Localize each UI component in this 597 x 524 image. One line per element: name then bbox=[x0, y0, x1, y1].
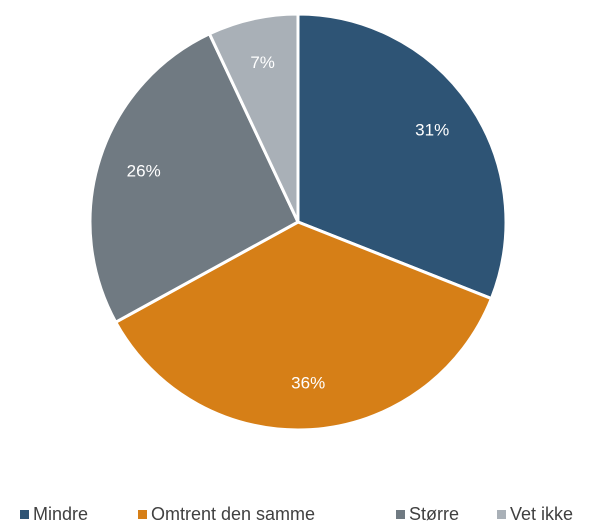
legend-label: Mindre bbox=[33, 504, 88, 524]
legend-swatch bbox=[396, 510, 405, 519]
pie-slice bbox=[113, 220, 494, 432]
pie-slice bbox=[296, 12, 508, 301]
legend-swatch bbox=[138, 510, 147, 519]
legend-label: Vet ikke bbox=[510, 504, 573, 524]
pie-slice bbox=[88, 31, 300, 325]
value-label: 26% bbox=[127, 161, 161, 180]
value-label: 36% bbox=[291, 373, 325, 392]
legend-label: Større bbox=[409, 504, 459, 524]
pie-slice bbox=[207, 12, 300, 223]
value-label: 31% bbox=[415, 120, 449, 139]
legend-label: Omtrent den samme bbox=[151, 504, 315, 524]
legend-swatch bbox=[20, 510, 29, 519]
legend-swatch bbox=[497, 510, 506, 519]
value-label: 7% bbox=[250, 53, 275, 72]
